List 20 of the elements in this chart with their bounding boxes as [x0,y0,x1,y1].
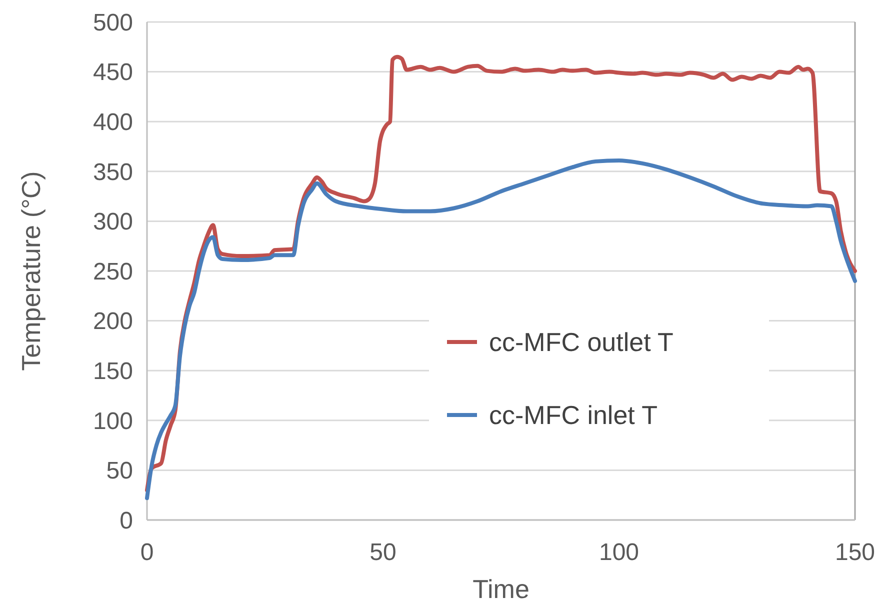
y-axis-title: Temperature (°C) [16,171,46,371]
y-tick-label: 300 [92,208,133,236]
x-tick-label: 150 [834,539,876,566]
y-tick-label: 50 [106,458,133,485]
legend-label: cc-MFC outlet T [489,327,674,358]
y-tick-label: 100 [92,408,133,435]
y-tick-label: 500 [92,9,133,36]
y-tick-label: 400 [92,109,133,136]
y-tick-label: 0 [120,507,133,534]
line-series [145,158,857,500]
x-axis-title: Time [472,574,530,604]
x-tick-label: 50 [370,539,396,566]
y-tick-label: 450 [92,59,133,86]
y-tick-label: 150 [92,358,133,385]
y-tick-label: 250 [92,258,133,286]
legend-label: cc-MFC inlet T [489,400,658,430]
y-tick-label: 200 [92,308,133,336]
y-tick-label: 350 [92,158,133,186]
x-tick-label: 100 [598,539,640,566]
x-tick-label: 0 [140,539,154,566]
